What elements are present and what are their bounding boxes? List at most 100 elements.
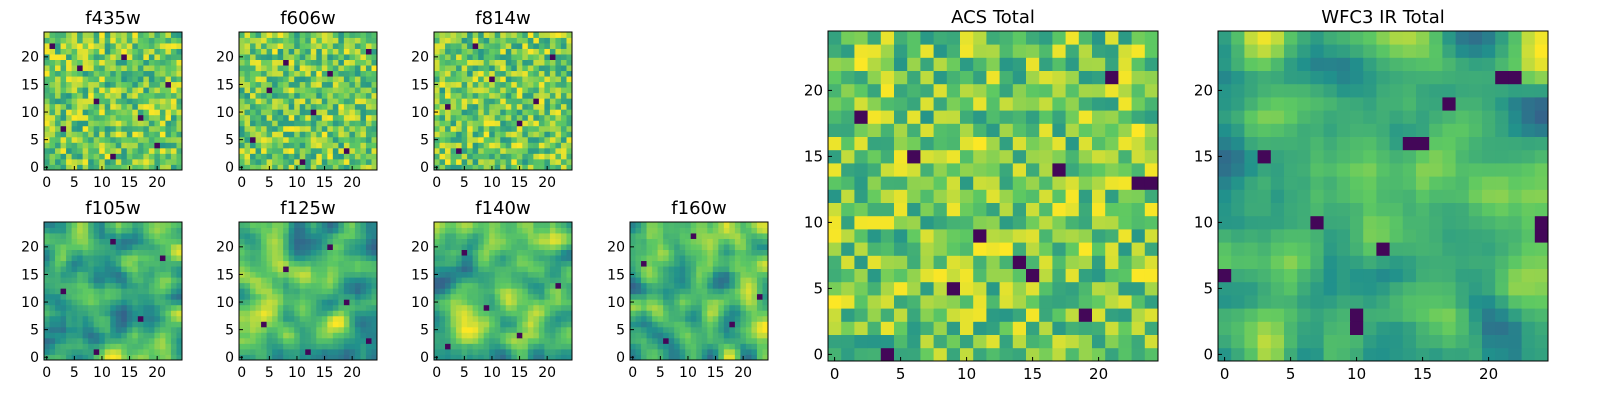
heatmap-cell <box>712 310 719 317</box>
heatmap-cell <box>77 70 84 77</box>
heatmap-cell <box>288 304 295 311</box>
heatmap-cell <box>505 131 512 138</box>
heatmap-cell <box>1131 189 1146 203</box>
heatmap-cell <box>1144 321 1159 335</box>
heatmap-cell <box>1052 229 1066 243</box>
heatmap-cell <box>170 59 177 66</box>
heatmap-cell <box>478 76 485 83</box>
heatmap-cell <box>121 103 128 110</box>
y-tick-label: 20 <box>216 50 234 66</box>
heatmap-cell <box>478 271 485 278</box>
heatmap-cell <box>522 114 529 121</box>
heatmap-cell <box>115 153 122 160</box>
heatmap-cell <box>500 277 507 284</box>
heatmap-cell <box>299 293 306 300</box>
heatmap-cell <box>266 244 273 250</box>
heatmap-cell <box>71 310 78 317</box>
heatmap-cell <box>71 266 78 273</box>
heatmap-cell <box>327 233 334 239</box>
heatmap-cell <box>701 238 708 245</box>
heatmap-cell <box>450 266 457 273</box>
heatmap-cell <box>316 227 323 234</box>
heatmap-cell <box>115 32 122 38</box>
heatmap-cell <box>461 282 468 289</box>
heatmap-cell <box>316 332 323 339</box>
heatmap-cell <box>467 70 474 77</box>
heatmap-cell <box>494 37 501 44</box>
heatmap-cell <box>756 321 763 328</box>
heatmap-cell <box>516 120 523 127</box>
heatmap-cell <box>121 125 128 132</box>
heatmap-cell <box>288 43 295 49</box>
heatmap-cell <box>283 238 290 245</box>
heatmap-cell <box>176 293 183 300</box>
heatmap-cell <box>266 81 273 88</box>
heatmap-cell <box>176 354 183 361</box>
heatmap-cell <box>630 249 636 256</box>
heatmap-cell <box>690 222 697 228</box>
heatmap-cell <box>77 120 84 127</box>
heatmap-cell <box>668 293 675 300</box>
heatmap-cell <box>82 48 89 55</box>
heatmap-cell <box>690 299 697 306</box>
heatmap-cell <box>354 125 361 132</box>
heatmap-cell <box>255 65 262 72</box>
heatmap-cell <box>461 147 468 154</box>
heatmap-cell <box>472 120 479 127</box>
heatmap-cell <box>299 354 306 361</box>
heatmap-cell <box>93 65 100 72</box>
heatmap-cell <box>894 110 908 124</box>
heatmap-cell <box>360 354 367 361</box>
heatmap-cell <box>511 142 518 149</box>
heatmap-cell <box>472 282 479 289</box>
heatmap-cell <box>841 268 855 283</box>
heatmap-cell <box>277 59 284 66</box>
heatmap-cell <box>261 326 267 333</box>
heatmap-cell <box>266 293 273 300</box>
heatmap-cell <box>277 131 284 138</box>
heatmap-cell <box>745 255 752 262</box>
heatmap-cell <box>115 288 122 295</box>
heatmap-cell <box>55 304 61 311</box>
heatmap-cell <box>1078 255 1093 269</box>
heatmap-cell <box>467 332 474 339</box>
heatmap-cell <box>365 76 372 83</box>
heatmap-cell <box>734 227 741 234</box>
heatmap-cell <box>533 142 540 149</box>
heatmap-cell <box>566 92 573 99</box>
heatmap-cell <box>1052 281 1066 296</box>
y-tick-label: 15 <box>21 267 39 283</box>
heatmap-cell <box>332 343 339 350</box>
heatmap-cell <box>1065 295 1080 309</box>
heatmap-cell <box>288 59 295 66</box>
heatmap-cell <box>283 337 290 344</box>
heatmap-cell <box>467 288 474 295</box>
heatmap-cell <box>55 271 61 278</box>
heatmap-cell <box>310 238 317 245</box>
heatmap-cell <box>712 337 719 344</box>
heatmap-cell <box>316 266 323 273</box>
heatmap-cell <box>104 125 111 132</box>
heatmap-cell <box>478 131 485 138</box>
heatmap-cell <box>516 299 523 306</box>
heatmap-cell <box>696 260 703 267</box>
heatmap-cell <box>960 163 974 177</box>
heatmap-cell <box>467 98 474 105</box>
heatmap-cell <box>1131 149 1146 164</box>
heatmap-cell <box>272 227 279 234</box>
heatmap-cell <box>472 142 479 149</box>
heatmap-cell <box>505 277 512 284</box>
heatmap-cell <box>283 103 290 110</box>
heatmap-cell <box>77 326 84 333</box>
heatmap-cell <box>338 87 345 94</box>
heatmap-cell <box>305 114 312 121</box>
heatmap-cell <box>756 266 763 273</box>
heatmap-cell <box>461 244 468 250</box>
heatmap-cell <box>272 288 279 295</box>
heatmap-cell <box>93 255 100 262</box>
heatmap-cell <box>522 92 529 99</box>
heatmap-cell <box>566 98 573 105</box>
heatmap-cell <box>646 348 653 355</box>
heatmap-cell <box>483 326 490 333</box>
heatmap-cell <box>999 123 1014 137</box>
